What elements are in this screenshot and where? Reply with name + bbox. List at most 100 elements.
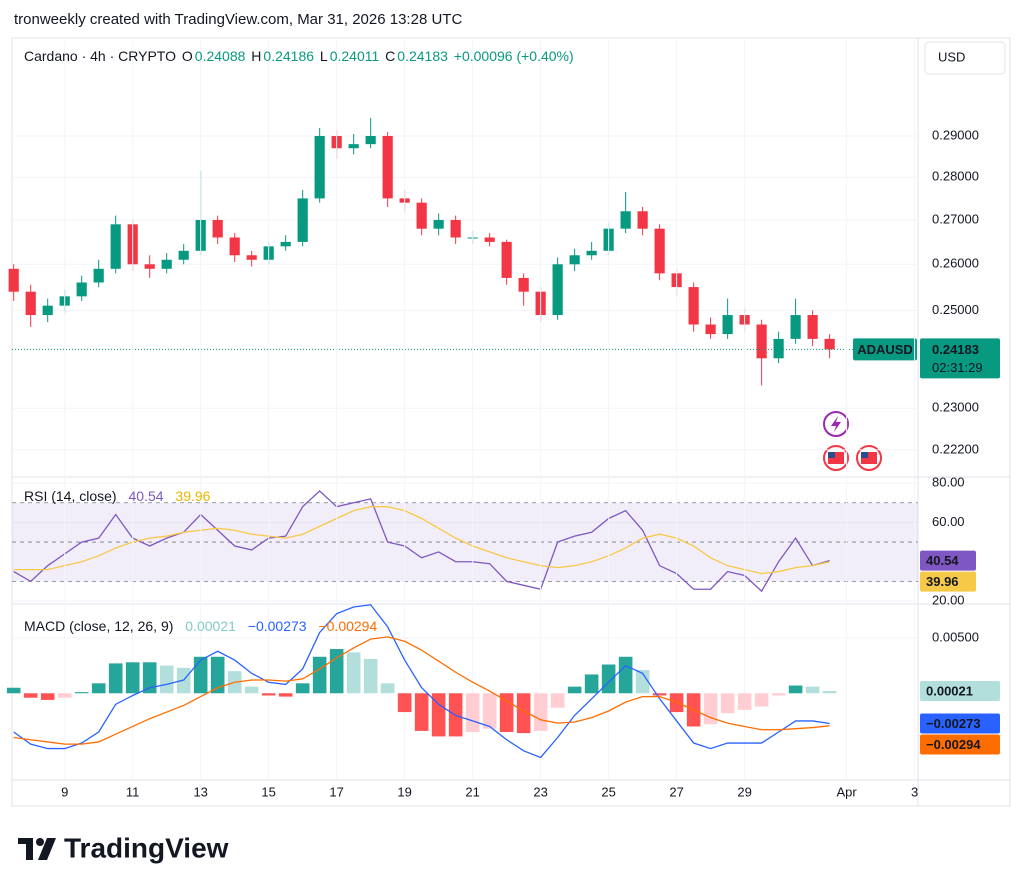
histogram-bar xyxy=(159,665,174,694)
x-tick-label: 29 xyxy=(737,784,751,799)
candle-body xyxy=(569,255,580,265)
candle-body xyxy=(76,282,87,297)
candle-body xyxy=(110,224,121,269)
candle-body xyxy=(688,287,699,325)
symbol-legend: Cardano · 4h · CRYPTO xyxy=(24,48,176,64)
currency-button[interactable] xyxy=(924,41,1006,75)
histogram-bar xyxy=(805,686,820,694)
flag-glyph xyxy=(861,452,868,458)
candle-body xyxy=(8,268,19,292)
candle-body xyxy=(229,237,240,256)
macd-line xyxy=(13,636,830,745)
rsi-legend: RSI (14, close) 40.54 39.96 xyxy=(24,488,212,504)
histogram-bar xyxy=(40,693,55,700)
signal-value: −0.00294 xyxy=(318,618,378,634)
histogram-bar xyxy=(363,658,378,694)
macd-value: −0.00273 xyxy=(247,618,307,634)
signal-tag: −0.00294 xyxy=(926,737,981,752)
candle-body xyxy=(620,211,631,229)
y-tick-label: 0.28000 xyxy=(932,169,979,184)
candle-body xyxy=(93,268,104,283)
macd-tag: −0.00273 xyxy=(926,716,981,731)
y-tick-label: 0.22200 xyxy=(932,441,979,456)
histogram-bar xyxy=(567,686,582,694)
histogram-bar xyxy=(380,683,395,694)
candle-body xyxy=(314,136,325,199)
candle-body xyxy=(722,315,733,335)
histogram-bar xyxy=(652,693,667,696)
rsi-ma-value: 39.96 xyxy=(175,488,211,504)
candle-body xyxy=(501,241,512,278)
x-tick-label: 17 xyxy=(329,784,343,799)
histogram-bar xyxy=(754,693,769,707)
histogram-value: 0.00021 xyxy=(185,618,236,634)
histogram-bar xyxy=(618,656,633,694)
candle-body xyxy=(246,255,257,260)
symbol-tag-box xyxy=(853,338,917,361)
histogram-bar xyxy=(74,692,89,694)
candle-body xyxy=(365,136,376,145)
candle-body xyxy=(586,250,597,256)
ohlc-key: C xyxy=(385,48,396,64)
logo-part xyxy=(26,838,33,860)
candle-body xyxy=(25,291,36,316)
hist-tag: 0.00021 xyxy=(926,683,973,698)
histogram-bar xyxy=(635,670,650,694)
symbol-tag: ADAUSD xyxy=(857,342,913,357)
currency-label[interactable]: USD xyxy=(938,49,965,64)
y-tick-label: 0.29000 xyxy=(932,127,979,142)
histogram-bar xyxy=(57,693,72,698)
histogram-bar xyxy=(312,656,327,694)
candle-body xyxy=(756,324,767,359)
histogram-bar xyxy=(6,687,21,694)
y-tick-label: 80.00 xyxy=(932,475,965,490)
candle-body xyxy=(161,259,172,269)
histogram-bar xyxy=(125,662,140,694)
histogram-bar xyxy=(193,656,208,694)
candle-body xyxy=(450,219,461,238)
candle-body xyxy=(178,250,189,260)
candle-body xyxy=(824,338,835,350)
ohlc-value: 0.24088 xyxy=(194,48,246,64)
histogram-bar xyxy=(397,693,412,713)
histogram-bar xyxy=(516,693,531,734)
candle-body xyxy=(654,228,665,274)
histogram-bar xyxy=(771,693,786,696)
candle-body xyxy=(705,324,716,335)
histogram-bar xyxy=(414,693,429,731)
rsi-tag-box xyxy=(920,550,976,571)
candle-body xyxy=(297,198,308,242)
histogram-bar xyxy=(550,693,565,708)
candle-body xyxy=(637,211,648,229)
event-icon-glyph xyxy=(831,416,841,432)
histogram-bar xyxy=(499,693,514,732)
candle-body xyxy=(416,202,427,229)
histogram-bar xyxy=(278,693,293,697)
histogram-bar xyxy=(295,683,310,694)
rsi-ma-tag-box xyxy=(920,571,976,592)
histogram-bar xyxy=(601,664,616,694)
y-tick-label: 0.23000 xyxy=(932,400,979,415)
rsi-tag: 40.54 xyxy=(926,553,959,568)
rsi-ma-tag: 39.96 xyxy=(926,574,959,589)
x-tick-label: 19 xyxy=(397,784,411,799)
histogram-bar xyxy=(210,656,225,694)
brand-name: TradingView xyxy=(64,832,229,863)
x-tick-label: 15 xyxy=(261,784,275,799)
x-tick-label: Apr xyxy=(836,784,857,799)
candle-body xyxy=(807,315,818,339)
change: +0.00096 (+0.40%) xyxy=(453,48,574,64)
indicator-line xyxy=(13,490,830,593)
x-tick-label: 11 xyxy=(126,784,140,799)
ohlc-value: 0.24186 xyxy=(263,48,315,64)
candle-body xyxy=(212,219,223,238)
caption: tronweekly created with TradingView.com,… xyxy=(14,11,463,28)
signal-tag-box xyxy=(920,734,1000,755)
histogram-bar xyxy=(584,674,599,694)
price-tag: 0.24183 xyxy=(932,342,979,357)
logo-part xyxy=(18,838,33,844)
candle-body xyxy=(280,241,291,247)
histogram-bar xyxy=(533,693,548,731)
x-tick-label: 3 xyxy=(911,784,918,799)
